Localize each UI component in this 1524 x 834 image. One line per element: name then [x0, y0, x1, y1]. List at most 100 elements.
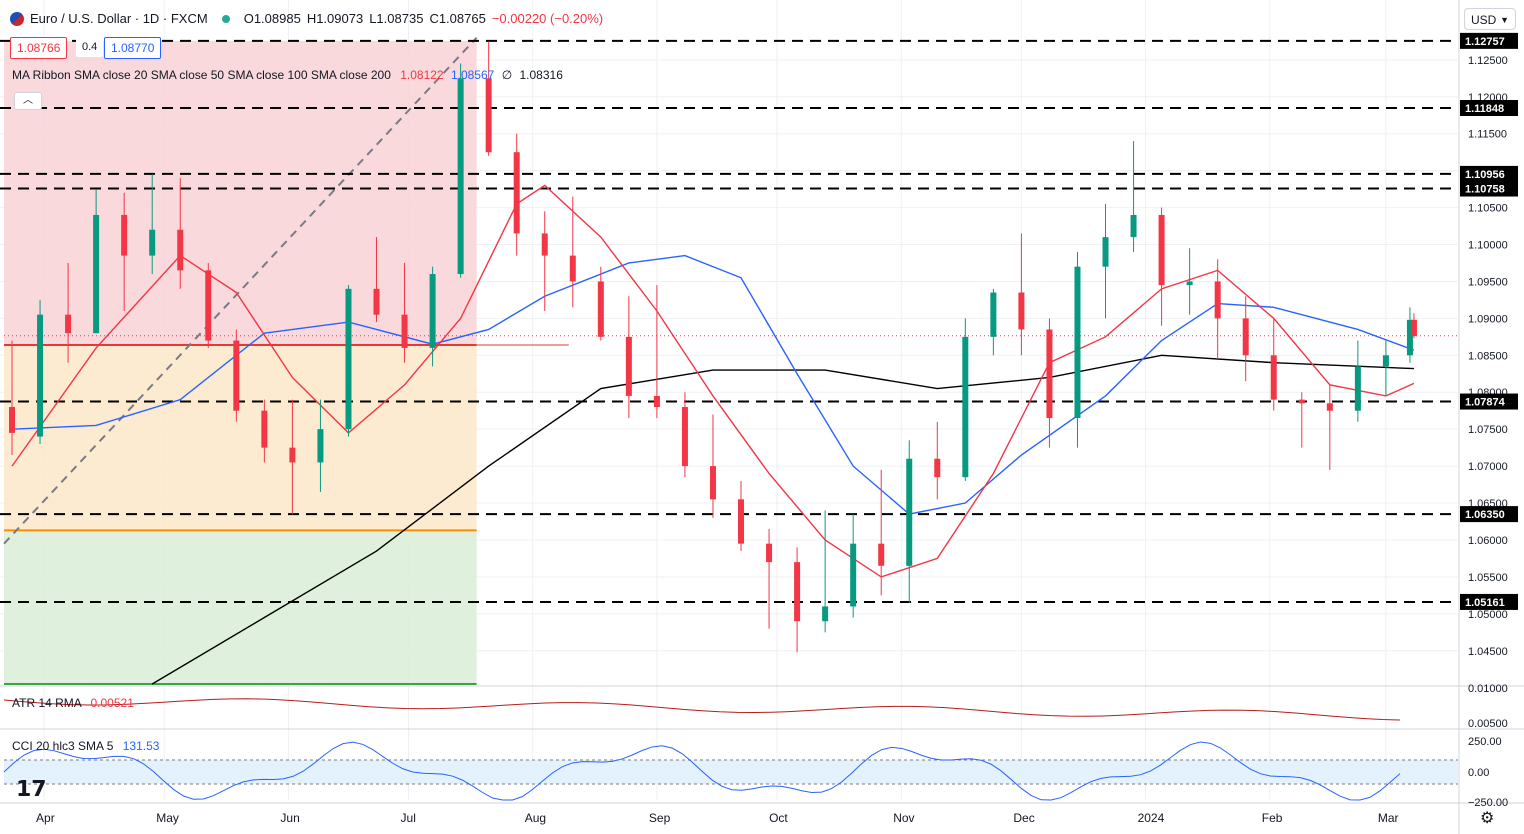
candle-body	[1214, 281, 1221, 319]
candle-body	[317, 429, 324, 463]
candle	[1326, 384, 1333, 470]
candle	[1214, 259, 1221, 359]
ma-ribbon-legend[interactable]: MA Ribbon SMA close 20 SMA close 50 SMA …	[12, 68, 563, 82]
atr-legend[interactable]: ATR 14 RMA 0.00521	[12, 696, 134, 710]
ohlc-change: −0.00220 (−0.20%)	[491, 11, 604, 26]
atr-line	[3, 698, 1401, 721]
candle-body	[962, 336, 969, 478]
ma-ribbon-label: MA Ribbon SMA close 20 SMA close 50 SMA …	[12, 68, 391, 82]
tradingview-logo-icon: 𝟭𝟳	[16, 776, 47, 801]
candle	[1242, 296, 1249, 382]
fib-zone	[4, 40, 477, 345]
candle	[878, 469, 885, 596]
candle-body	[401, 314, 408, 348]
candle-body	[738, 499, 745, 544]
candle	[906, 440, 913, 603]
level-price-tag	[1460, 180, 1518, 197]
sma200-line	[151, 354, 1414, 685]
candle-body	[1046, 329, 1053, 419]
candle	[1130, 141, 1137, 252]
buy-price-button[interactable]: 1.08770	[104, 37, 162, 59]
level-price-label: 1.05161	[1465, 597, 1505, 609]
candle	[261, 399, 268, 463]
candle	[794, 547, 801, 653]
candle-body	[513, 152, 520, 234]
candle-body	[1354, 366, 1361, 411]
candle-body	[1074, 266, 1081, 419]
candle	[1410, 313, 1417, 339]
level-price-tag	[1460, 593, 1518, 610]
candle-body	[9, 407, 16, 433]
eur-usd-flag-icon	[10, 11, 24, 26]
candle-body	[766, 543, 773, 563]
candle	[681, 392, 688, 478]
candle	[9, 340, 16, 456]
level-price-label: 1.07874	[1465, 397, 1506, 409]
time-tick-label: Nov	[893, 811, 914, 825]
sma100-value: ∅	[501, 68, 513, 82]
candle-body	[37, 314, 44, 437]
candle	[1270, 318, 1277, 411]
candle-body	[569, 255, 576, 282]
level-price-label: 1.10758	[1465, 184, 1505, 196]
candle	[317, 399, 324, 492]
candle	[738, 480, 745, 552]
candle	[625, 296, 632, 419]
gear-icon[interactable]: ⚙	[1480, 810, 1495, 827]
level-price-tag	[1460, 393, 1518, 410]
atr-label: ATR 14 RMA	[12, 696, 82, 710]
candle-body	[541, 233, 548, 256]
candle-body	[233, 340, 240, 411]
sell-price-button[interactable]: 1.08766	[10, 37, 68, 59]
candle-body	[345, 288, 352, 430]
candle-body	[1410, 319, 1417, 337]
time-tick-label: Aug	[525, 811, 546, 825]
candle-body	[429, 274, 436, 348]
price-tick-label: 1.06000	[1468, 535, 1508, 547]
candle	[1158, 207, 1165, 326]
atr-value: 0.00521	[90, 696, 134, 710]
price-tick-label: 1.05000	[1468, 609, 1508, 621]
candle	[37, 299, 44, 444]
candle	[65, 262, 72, 363]
candle	[401, 262, 408, 363]
fib-zone	[4, 530, 477, 684]
collapse-legend-button[interactable]: ︿	[14, 92, 42, 110]
candle	[569, 196, 576, 308]
price-tick-label: 1.08500	[1468, 350, 1508, 362]
candle-body	[93, 214, 100, 334]
candle-body	[261, 410, 268, 448]
candle-body	[1242, 318, 1249, 356]
candle	[1382, 340, 1389, 396]
candle-body	[205, 270, 212, 341]
candle	[962, 318, 969, 481]
ohlc-low: L1.08735	[369, 11, 424, 26]
level-price-label: 1.06350	[1465, 509, 1505, 521]
candle-body	[1018, 292, 1025, 330]
candle	[1074, 251, 1081, 448]
currency-select[interactable]: USD ▼	[1464, 8, 1516, 30]
candle-body	[1270, 355, 1277, 400]
candle	[289, 399, 296, 515]
cci-line	[3, 741, 1401, 801]
sma200-value: 1.08316	[519, 68, 563, 82]
market-open-icon	[221, 14, 230, 23]
candle-body	[878, 543, 885, 566]
sma20-line	[11, 184, 1415, 578]
time-tick-label: 2024	[1138, 811, 1165, 825]
atr-tick-label: 0.01000	[1468, 683, 1508, 695]
symbol-title[interactable]: Euro / U.S. Dollar · 1D · FXCM	[30, 11, 208, 26]
candle-body	[990, 292, 997, 337]
candle	[1102, 203, 1109, 319]
candle	[373, 237, 380, 323]
cci-band	[4, 760, 1458, 784]
candle-body	[850, 543, 857, 607]
candle-body	[121, 214, 128, 256]
price-tick-label: 1.11500	[1468, 129, 1507, 141]
level-price-tag	[1460, 506, 1518, 523]
candle	[1298, 392, 1305, 448]
cci-legend[interactable]: CCI 20 hlc3 SMA 5 131.53	[12, 739, 159, 753]
candle	[1046, 318, 1053, 448]
candle-body	[1406, 319, 1413, 356]
